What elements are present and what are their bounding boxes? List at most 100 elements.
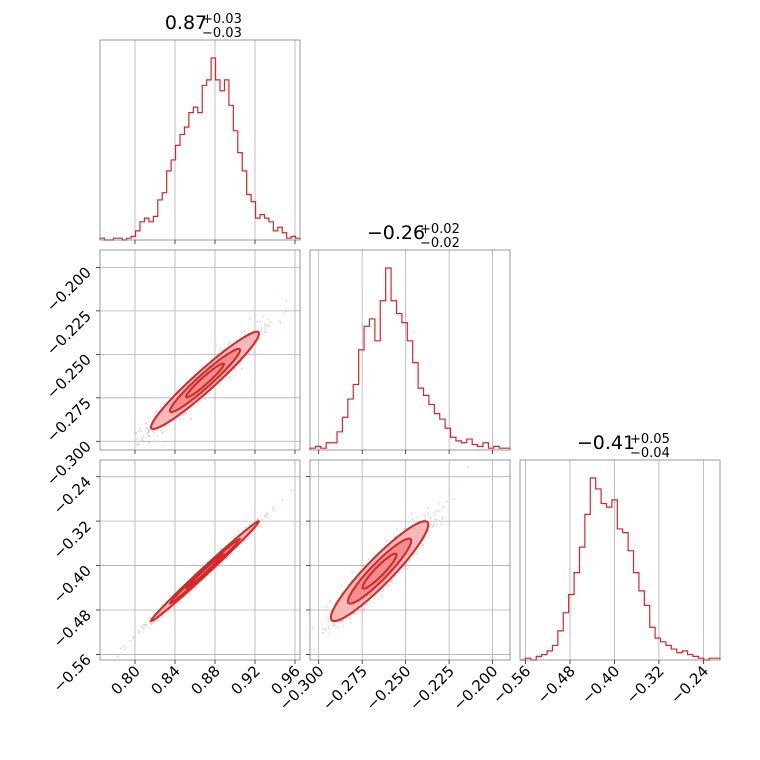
contour-line xyxy=(185,362,225,399)
sample-point xyxy=(243,540,246,542)
sample-point xyxy=(332,624,335,627)
y-tick-label: −0.48 xyxy=(50,606,95,651)
sample-point xyxy=(252,351,255,354)
sample-point xyxy=(321,627,324,630)
sample-point xyxy=(161,615,163,618)
sample-point xyxy=(305,656,307,658)
contour-fill xyxy=(186,553,224,589)
sample-point xyxy=(353,612,356,615)
sample-point xyxy=(285,310,287,313)
sample-point xyxy=(441,517,444,520)
sample-point xyxy=(183,412,186,415)
sample-point xyxy=(336,626,339,628)
sample-point xyxy=(434,513,436,516)
hist-panel-2 xyxy=(525,460,704,660)
sample-point xyxy=(176,387,178,390)
contour-line xyxy=(185,552,225,590)
sample-point xyxy=(268,325,271,327)
sample-point xyxy=(436,509,438,512)
sample-point xyxy=(163,402,166,405)
sample-point xyxy=(147,435,150,438)
sample-point xyxy=(438,510,441,513)
sample-point xyxy=(435,518,438,521)
sample-point xyxy=(448,492,451,495)
pair-panel-0-2 xyxy=(100,460,300,660)
sample-point xyxy=(147,441,150,444)
sample-point xyxy=(431,525,434,528)
sample-point xyxy=(433,523,436,526)
param-title-lower: −0.02 xyxy=(420,236,460,251)
y-tick-label: −0.40 xyxy=(50,562,95,607)
sample-point xyxy=(430,520,433,523)
sample-point xyxy=(322,631,324,634)
sample-point xyxy=(135,432,138,435)
sample-point xyxy=(409,559,411,561)
sample-point xyxy=(228,377,231,380)
param-title-upper: +0.05 xyxy=(630,432,670,447)
x-tick-label: −0.225 xyxy=(406,662,458,714)
sample-point xyxy=(262,315,265,318)
sample-point xyxy=(140,439,143,441)
y-tick-label: −0.32 xyxy=(50,517,95,562)
sample-point xyxy=(149,626,151,629)
sample-point xyxy=(256,329,259,332)
x-tick-label: −0.200 xyxy=(449,662,501,714)
histogram-0 xyxy=(99,57,301,241)
sample-point xyxy=(317,632,320,635)
param-title-lower: −0.03 xyxy=(202,26,242,41)
sample-point xyxy=(229,340,232,343)
sample-point xyxy=(427,530,430,533)
sample-point xyxy=(260,327,263,329)
sample-point xyxy=(311,627,314,629)
sample-point xyxy=(446,500,448,503)
sample-point xyxy=(161,431,164,434)
sample-point xyxy=(160,429,162,432)
sample-point xyxy=(329,601,332,603)
sample-point xyxy=(157,619,159,622)
sample-point xyxy=(429,525,432,527)
sample-point xyxy=(123,645,126,648)
sample-point xyxy=(424,516,426,518)
sample-point xyxy=(272,509,275,512)
sample-point xyxy=(229,375,231,378)
x-tick-label: −0.32 xyxy=(622,662,667,707)
sample-point xyxy=(333,622,335,625)
sample-point xyxy=(141,437,144,439)
sample-point xyxy=(227,344,229,346)
sample-point xyxy=(140,625,143,628)
sample-point xyxy=(347,583,350,586)
sample-point xyxy=(119,647,122,650)
sample-point xyxy=(172,605,175,608)
sample-point xyxy=(266,513,268,516)
sample-point xyxy=(406,567,409,570)
x-tick-label: 0.80 xyxy=(107,662,143,698)
sample-point xyxy=(238,363,241,366)
sample-point xyxy=(362,609,365,612)
sample-point xyxy=(452,498,455,500)
sample-point xyxy=(147,431,150,434)
sample-point xyxy=(140,430,142,433)
sample-point xyxy=(325,606,328,608)
sample-point xyxy=(285,300,288,302)
x-tick-label: 0.88 xyxy=(187,662,223,698)
sample-point xyxy=(162,444,165,447)
sample-point xyxy=(259,520,262,523)
sample-point xyxy=(129,639,132,642)
contour-fill xyxy=(186,363,224,398)
param-title-upper: +0.03 xyxy=(202,12,242,27)
sample-point xyxy=(433,511,435,514)
param-title-lower: −0.04 xyxy=(630,446,670,461)
sample-point xyxy=(279,319,281,322)
sample-point xyxy=(264,327,266,330)
sample-point xyxy=(185,412,188,415)
sample-point xyxy=(466,465,469,468)
sample-point xyxy=(290,489,293,492)
sample-point xyxy=(411,518,414,521)
panel-frame xyxy=(99,249,301,451)
contour-line xyxy=(149,330,260,431)
pair-scatter-1-2 xyxy=(305,465,469,658)
sample-point xyxy=(264,331,267,334)
sample-point xyxy=(153,431,156,434)
sample-point xyxy=(139,427,142,430)
